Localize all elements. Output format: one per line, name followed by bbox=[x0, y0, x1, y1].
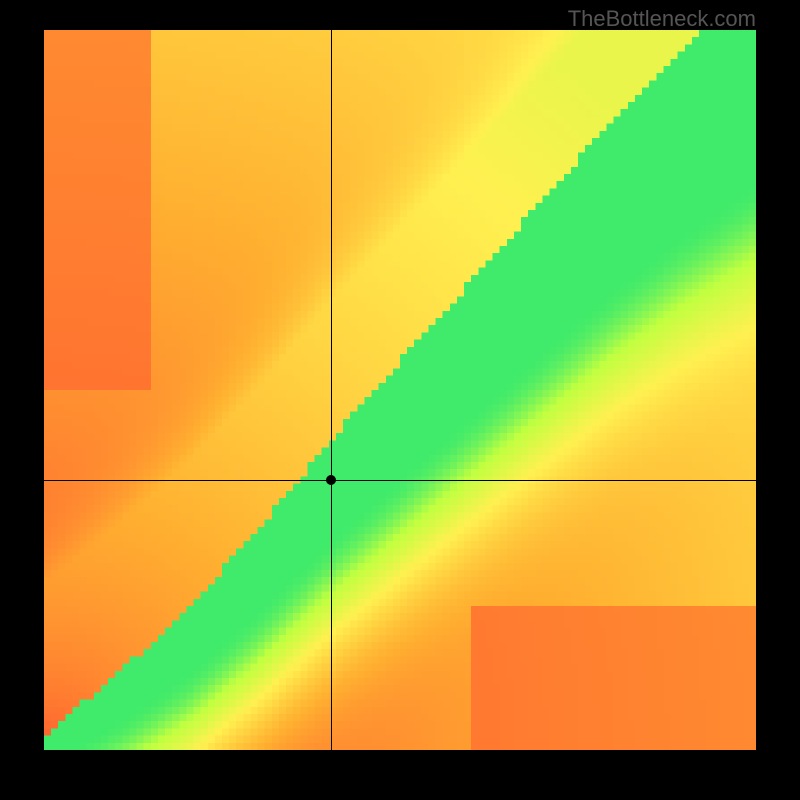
heatmap-plot bbox=[44, 30, 756, 750]
crosshair-horizontal bbox=[44, 480, 756, 481]
watermark-text: TheBottleneck.com bbox=[568, 6, 756, 32]
heatmap-canvas bbox=[44, 30, 756, 750]
crosshair-vertical bbox=[331, 30, 332, 750]
bottleneck-marker bbox=[326, 475, 336, 485]
